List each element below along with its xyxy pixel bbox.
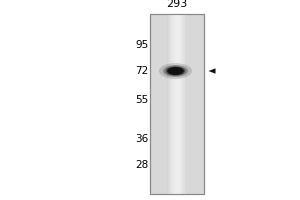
Bar: [172, 14, 173, 194]
Bar: [180, 14, 181, 194]
Bar: [186, 14, 187, 194]
Bar: [176, 14, 177, 194]
Bar: [181, 14, 182, 194]
Bar: [178, 14, 179, 194]
Bar: [174, 14, 175, 194]
Bar: [177, 14, 178, 194]
Bar: [174, 14, 175, 194]
Bar: [171, 14, 172, 194]
Bar: [167, 14, 168, 194]
Bar: [169, 14, 170, 194]
Ellipse shape: [166, 66, 185, 76]
Text: 28: 28: [135, 160, 148, 170]
Bar: [178, 14, 179, 194]
Bar: [168, 14, 169, 194]
Bar: [179, 14, 180, 194]
Bar: [183, 14, 184, 194]
Bar: [150, 14, 204, 194]
Bar: [185, 14, 186, 194]
Bar: [186, 14, 187, 194]
Ellipse shape: [159, 63, 192, 79]
Text: 72: 72: [135, 66, 148, 76]
Bar: [150, 14, 204, 194]
Text: 293: 293: [167, 0, 188, 9]
Bar: [182, 14, 183, 194]
Bar: [169, 14, 170, 194]
Bar: [183, 14, 184, 194]
Bar: [175, 14, 176, 194]
Bar: [171, 14, 172, 194]
Bar: [180, 14, 181, 194]
Bar: [184, 14, 185, 194]
Text: 95: 95: [135, 40, 148, 50]
Bar: [176, 14, 177, 194]
Bar: [172, 14, 173, 194]
Bar: [170, 14, 171, 194]
Bar: [182, 14, 183, 194]
Bar: [185, 14, 186, 194]
Text: 55: 55: [135, 95, 148, 105]
Bar: [181, 14, 182, 194]
Bar: [179, 14, 180, 194]
Text: 36: 36: [135, 134, 148, 144]
Bar: [173, 14, 174, 194]
Ellipse shape: [163, 65, 188, 77]
Bar: [170, 14, 171, 194]
Bar: [177, 14, 178, 194]
Ellipse shape: [167, 67, 184, 75]
Bar: [173, 14, 174, 194]
Polygon shape: [208, 68, 215, 74]
Bar: [184, 14, 185, 194]
Bar: [168, 14, 169, 194]
